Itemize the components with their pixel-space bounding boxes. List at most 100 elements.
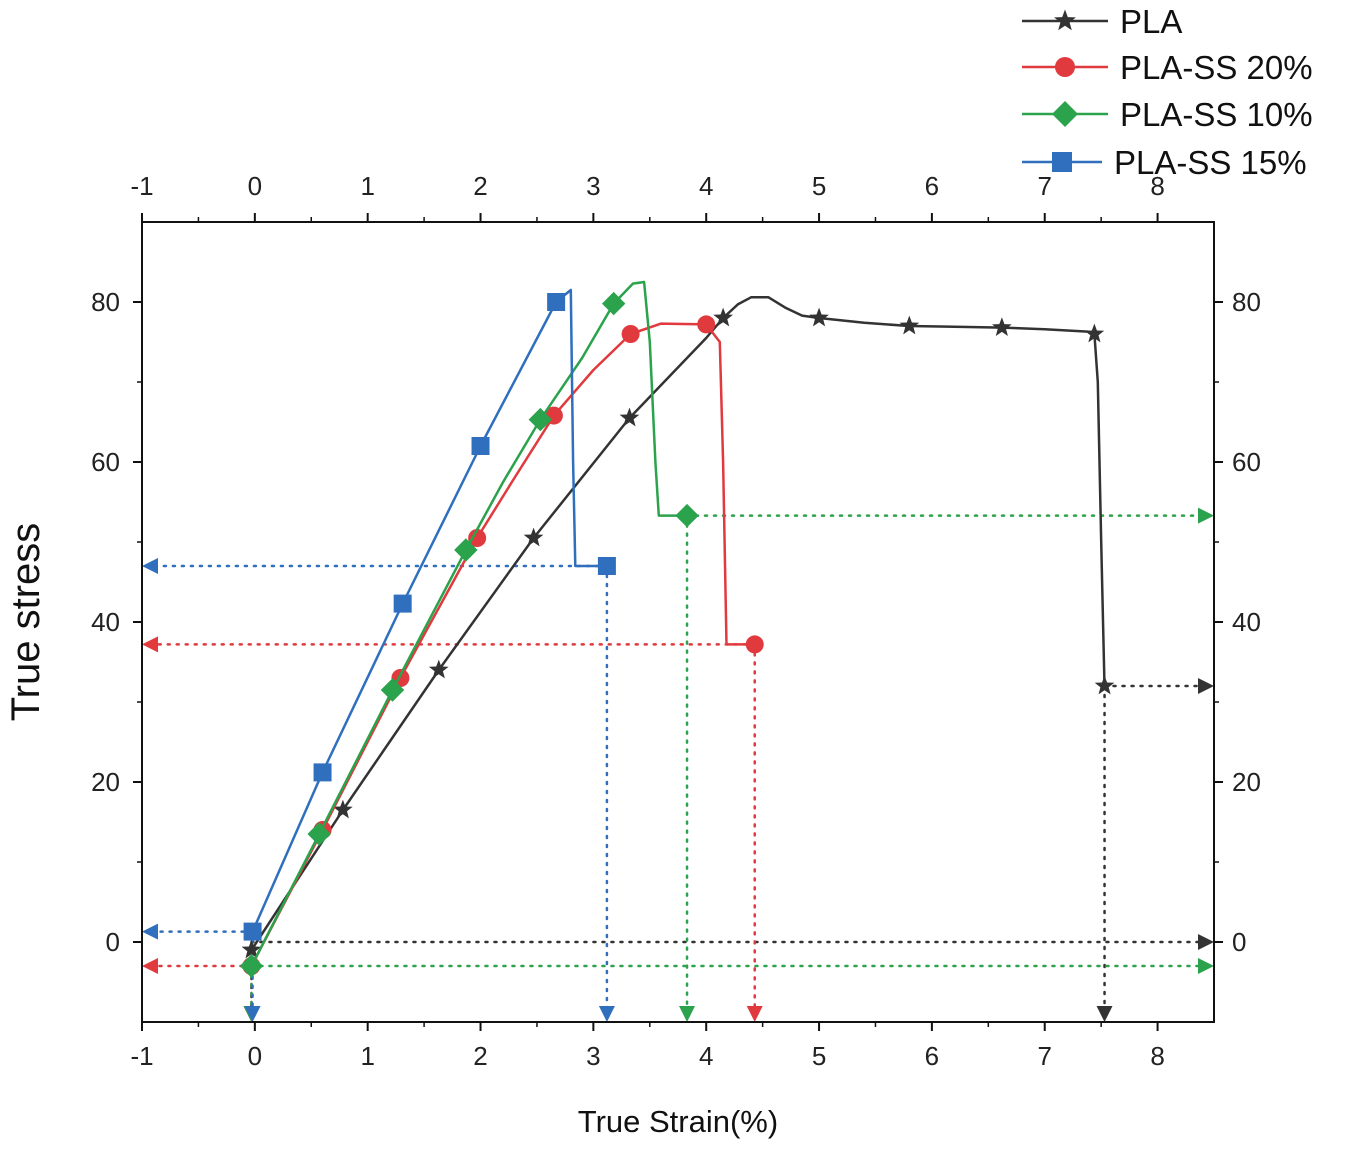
x-tick-label: 0 [248, 1041, 262, 1071]
data-point-pla-ss-15- [243, 922, 262, 941]
data-point-pla [899, 315, 920, 335]
top-axis-tick-label: 3 [586, 171, 600, 201]
data-point-pla-ss-20- [621, 325, 640, 343]
data-point-pla [523, 527, 544, 547]
x-tick-label: 3 [586, 1041, 600, 1071]
data-point-pla [619, 407, 640, 427]
guide-arrow-right-zero-pla [1198, 934, 1214, 950]
legend-item-pla-ss-10-: PLA-SS 10% [1022, 96, 1313, 133]
data-point-pla-ss-20- [745, 635, 764, 654]
data-point-pla-ss-10- [380, 678, 405, 702]
series-line-pla-ss-15- [251, 288, 607, 933]
legend-label-pla: PLA [1120, 3, 1182, 40]
series-pla-ss-15- [243, 288, 616, 941]
legend-item-pla-ss-15-: PLA-SS 15% [1022, 144, 1307, 181]
y-tick-label: 60 [91, 447, 120, 477]
data-point-pla-ss-15- [471, 437, 490, 455]
data-point-pla-ss-10- [239, 954, 264, 978]
right-axis-tick-label: 80 [1232, 287, 1261, 317]
legend-marker-pla-ss-10- [1052, 101, 1078, 127]
x-tick-label: 1 [360, 1041, 374, 1071]
data-point-pla [809, 307, 829, 327]
data-point-pla [713, 307, 733, 327]
data-point-pla [241, 939, 262, 959]
top-axis-tick-label: 1 [360, 171, 374, 201]
guide-arrow-bottom-pla-ss-20- [746, 1006, 763, 1022]
top-axis-tick-label: 7 [1038, 171, 1052, 201]
data-point-pla-ss-20- [468, 529, 487, 547]
legend-item-pla: PLA [1022, 3, 1182, 40]
guide-arrow-left-start-pla-ss-20- [142, 958, 158, 974]
series-pla-ss-10- [239, 280, 699, 978]
top-axis-tick-label: -1 [130, 171, 153, 201]
data-series [239, 280, 1115, 978]
series-line-pla-ss-10- [250, 280, 687, 967]
legend-marker-pla [1054, 9, 1076, 31]
legend-item-pla-ss-20-: PLA-SS 20% [1022, 49, 1313, 86]
guide-arrow-right-pla-ss-10- [1198, 507, 1214, 524]
data-point-pla-ss-15- [313, 763, 332, 782]
data-point-pla-ss-10- [601, 291, 626, 316]
series-line-pla-ss-20- [250, 322, 755, 967]
legend-marker-pla-ss-20- [1055, 57, 1075, 77]
data-point-pla [992, 317, 1012, 336]
right-axis-tick-label: 20 [1232, 767, 1261, 797]
y-tick-label: 20 [91, 767, 120, 797]
guide-arrow-bottom-pla-ss-15- [598, 1006, 615, 1022]
top-axis-tick-label: 4 [699, 171, 713, 201]
x-tick-label: 7 [1038, 1041, 1052, 1071]
legend-marker-pla-ss-15- [1052, 152, 1072, 172]
data-point-pla-ss-15- [393, 594, 412, 613]
series-line-pla [250, 295, 1106, 951]
legend-label-pla-ss-15-: PLA-SS 15% [1114, 144, 1307, 181]
right-axis-tick-label: 0 [1232, 927, 1246, 957]
guide-arrow-left-start-pla-ss-15- [142, 923, 158, 940]
top-axis-tick-label: 6 [925, 171, 939, 201]
data-point-pla-ss-15- [547, 293, 566, 311]
right-axis-tick-label: 60 [1232, 447, 1261, 477]
legend-label-pla-ss-20-: PLA-SS 20% [1120, 49, 1313, 86]
x-tick-label: 8 [1150, 1041, 1164, 1071]
y-tick-label: 40 [91, 607, 120, 637]
x-axis-title: True Strain(%) [578, 1104, 778, 1139]
data-point-pla-ss-10- [528, 407, 553, 432]
data-point-pla [1084, 323, 1105, 343]
data-point-pla-ss-10- [675, 503, 699, 528]
axes [141, 221, 1215, 1023]
guide-lines [142, 507, 1214, 1022]
data-point-pla-ss-10- [454, 538, 478, 562]
guide-arrow-right-start-pla-ss-10- [1198, 958, 1214, 974]
data-point-pla-ss-20- [697, 315, 716, 334]
data-point-pla [333, 799, 353, 819]
plot-frame [141, 221, 1215, 1023]
guide-arrow-bottom-pla-ss-10- [679, 1006, 696, 1022]
top-axis-tick-label: 0 [248, 171, 262, 201]
legend-label-pla-ss-10-: PLA-SS 10% [1120, 96, 1313, 133]
data-point-pla-ss-15- [597, 557, 616, 575]
guide-arrow-left-pla-ss-20- [142, 636, 158, 653]
series-pla [241, 295, 1115, 959]
data-point-pla [1094, 675, 1115, 695]
top-axis-tick-label: 2 [473, 171, 487, 201]
data-point-pla-ss-10- [307, 822, 331, 846]
legend: PLA PLA-SS 20% PLA-SS 10% PLA-SS 15% [1022, 3, 1313, 181]
guide-arrow-right-pla [1198, 678, 1214, 694]
y-tick-label: 0 [106, 927, 120, 957]
top-axis-tick-label: 5 [812, 171, 826, 201]
top-axis-tick-label: 8 [1150, 171, 1164, 201]
right-axis-tick-label: 40 [1232, 607, 1261, 637]
y-axis-title: True stress [4, 523, 48, 722]
x-tick-label: 2 [473, 1041, 487, 1071]
x-tick-label: 4 [699, 1041, 713, 1071]
guide-arrow-bottom-pla [1096, 1006, 1113, 1022]
guide-arrow-left-pla-ss-15- [142, 558, 158, 574]
x-tick-label: 6 [925, 1041, 939, 1071]
x-tick-label: -1 [130, 1041, 153, 1071]
guide-arrow-start-pla-ss-15- [244, 1006, 261, 1022]
y-tick-label: 80 [91, 287, 120, 317]
data-point-pla [428, 659, 449, 679]
axis-labels: True Strain(%) True stress [4, 523, 778, 1139]
